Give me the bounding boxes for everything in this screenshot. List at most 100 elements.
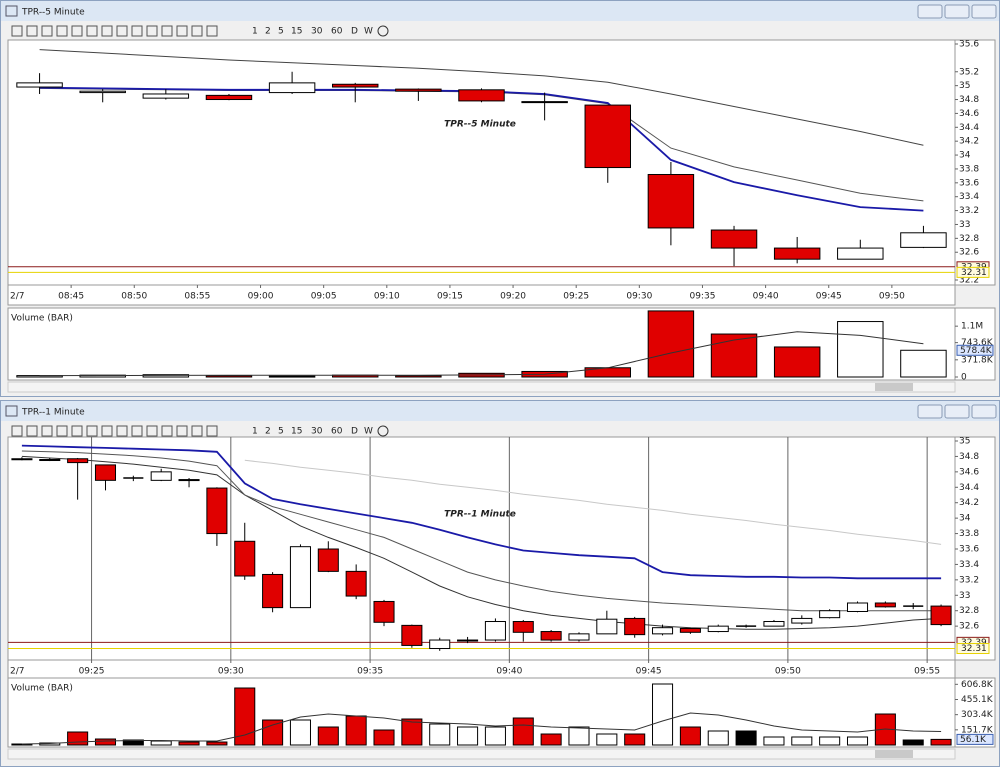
price-axis xyxy=(954,436,996,661)
toolbar-icon[interactable] xyxy=(206,25,218,37)
moving-average xyxy=(21,455,942,630)
toolbar-icon[interactable] xyxy=(11,425,23,437)
volume-bar xyxy=(647,310,695,378)
y-tick-label: 33.6 xyxy=(959,178,979,188)
minimize-button[interactable] xyxy=(917,404,943,419)
volume-bar xyxy=(178,741,200,746)
minimize-button[interactable] xyxy=(917,4,943,19)
volume-bar xyxy=(791,736,813,746)
price-flag xyxy=(956,643,990,655)
toolbar-icon[interactable] xyxy=(191,25,203,37)
candle-body xyxy=(429,639,451,650)
toolbar-icon[interactable] xyxy=(41,25,53,37)
volume-bar xyxy=(429,723,451,746)
candle-body xyxy=(512,621,534,633)
toolbar-icon[interactable] xyxy=(101,25,113,37)
volume-bar xyxy=(457,726,479,746)
toolbar-icon[interactable] xyxy=(71,25,83,37)
y-tick-label: 34.6 xyxy=(959,109,979,119)
toolbar-icon[interactable] xyxy=(56,425,68,437)
volume-bar xyxy=(679,726,701,746)
timeframe-button[interactable]: 5 xyxy=(278,427,284,437)
toolbar-icon[interactable] xyxy=(11,25,23,37)
y-tick-label: 32.6 xyxy=(959,248,979,258)
toolbar-icon[interactable] xyxy=(86,25,98,37)
timeframe-button[interactable]: 30 xyxy=(311,27,323,37)
y-tick-label: 34.8 xyxy=(959,452,979,462)
title-bar xyxy=(1,1,999,21)
volume-bar xyxy=(930,738,952,746)
candle-body xyxy=(79,90,126,94)
timeframe-button[interactable]: W xyxy=(364,427,373,437)
y-tick-label: 34.8 xyxy=(959,95,979,105)
candle-body xyxy=(521,101,568,104)
timeframe-button[interactable]: W xyxy=(364,27,373,37)
scrollbar-thumb[interactable] xyxy=(875,383,913,391)
toolbar-icon[interactable] xyxy=(56,25,68,37)
toolbar-icon[interactable] xyxy=(26,25,38,37)
timeframe-button[interactable]: D xyxy=(351,27,358,37)
y-tick-label: 32.8 xyxy=(959,606,979,616)
toolbar-icon[interactable] xyxy=(41,425,53,437)
timeframe-button[interactable]: D xyxy=(351,427,358,437)
x-tick-label: 09:00 xyxy=(248,292,274,302)
timeframe-button[interactable]: 15 xyxy=(291,427,302,437)
toolbar-icon[interactable] xyxy=(146,425,158,437)
y-tick-label: 1.1M xyxy=(961,322,983,332)
toolbar-icon[interactable] xyxy=(131,25,143,37)
timeframe-button[interactable]: 1 xyxy=(252,27,258,37)
timeframe-button[interactable]: 60 xyxy=(331,27,343,37)
maximize-button[interactable] xyxy=(944,404,970,419)
toolbar-icon[interactable] xyxy=(206,425,218,437)
toolbar-icon[interactable] xyxy=(71,425,83,437)
toolbar-icon[interactable] xyxy=(86,425,98,437)
volume-bar xyxy=(540,733,562,746)
candle-body xyxy=(142,93,190,99)
y-tick-label: 371.8K xyxy=(961,355,994,365)
y-tick-label: 33.2 xyxy=(959,206,979,216)
volume-bar xyxy=(395,375,442,378)
time-axis xyxy=(7,284,956,306)
toolbar-icon[interactable] xyxy=(377,425,389,437)
toolbar-icon[interactable] xyxy=(116,25,128,37)
toolbar-icon[interactable] xyxy=(176,25,188,37)
timeframe-button[interactable]: 15 xyxy=(291,27,302,37)
window-icon xyxy=(5,5,18,17)
close-button[interactable] xyxy=(971,4,997,19)
timeframe-button[interactable]: 5 xyxy=(278,27,284,37)
toolbar-icon[interactable] xyxy=(161,25,173,37)
timeframe-button[interactable]: 30 xyxy=(311,427,323,437)
volume-bar xyxy=(122,739,144,746)
toolbar-icon[interactable] xyxy=(161,425,173,437)
volume-label: Volume (BAR) xyxy=(11,314,73,324)
toolbar-icon[interactable] xyxy=(101,425,113,437)
toolbar-icon[interactable] xyxy=(116,425,128,437)
timeframe-button[interactable]: 60 xyxy=(331,427,343,437)
volume-panel xyxy=(7,677,956,748)
candle-body xyxy=(16,82,63,88)
timeframe-button[interactable]: 2 xyxy=(265,427,271,437)
scrollbar-track[interactable] xyxy=(7,381,956,393)
x-tick-label: 09:35 xyxy=(689,292,715,302)
toolbar-icon[interactable] xyxy=(26,425,38,437)
price-flag-label: 32.31 xyxy=(961,268,987,278)
candle-body xyxy=(234,540,256,577)
toolbar-icon[interactable] xyxy=(191,425,203,437)
toolbar-icon[interactable] xyxy=(377,25,389,37)
volume-average xyxy=(21,712,942,745)
maximize-button[interactable] xyxy=(944,4,970,19)
timeframe-button[interactable]: 2 xyxy=(265,27,271,37)
toolbar-icon[interactable] xyxy=(131,425,143,437)
timeframe-button[interactable]: 1 xyxy=(252,427,258,437)
scrollbar-thumb[interactable] xyxy=(875,750,913,758)
y-tick-label: 34.4 xyxy=(959,483,979,493)
scrollbar-track[interactable] xyxy=(7,748,956,760)
candle-body xyxy=(67,458,89,464)
candle-body xyxy=(652,627,674,635)
toolbar-icon[interactable] xyxy=(146,25,158,37)
volume-label: Volume (BAR) xyxy=(11,684,73,694)
price-axis xyxy=(954,39,996,286)
close-button[interactable] xyxy=(971,404,997,419)
toolbar-icon[interactable] xyxy=(176,425,188,437)
y-tick-label: 35.6 xyxy=(959,40,979,50)
